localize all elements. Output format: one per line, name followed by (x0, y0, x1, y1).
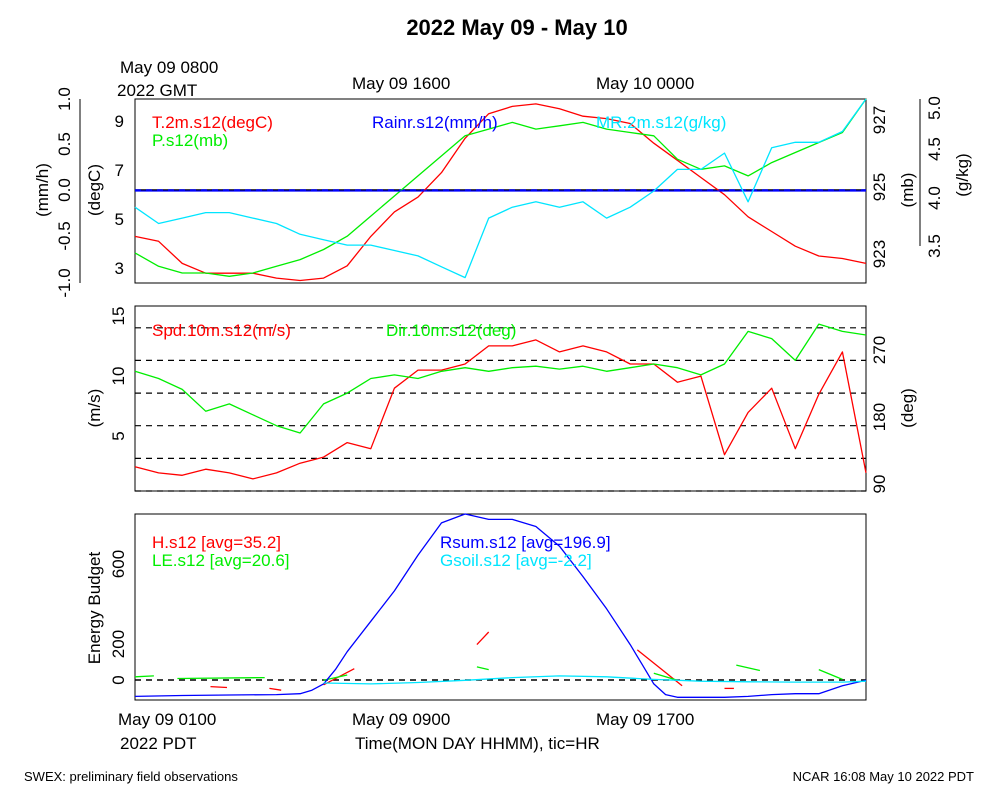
panel-1-tick-gkg-40: 4.0 (925, 186, 944, 210)
series-3-le-s12-segment-2 (177, 676, 265, 680)
panel-1-tick-mb-923: 923 (870, 240, 889, 268)
panel-3-frame (134, 513, 867, 701)
legend-soil-heat: Gsoil.s12 [avg=-2.2] (440, 551, 592, 570)
series-1-mr-2m-s12-line (134, 98, 867, 279)
panel-1-tick-gkg-35: 3.5 (925, 234, 944, 258)
panel-2-label-deg: (deg) (898, 388, 917, 428)
panel-1-series (134, 98, 867, 282)
panel-2-series (134, 323, 867, 480)
footer-right: NCAR 16:08 May 10 2022 PDT (793, 769, 974, 784)
panel-1-label-gkg: (g/kg) (953, 153, 972, 196)
panel-1-tick-mb-925: 925 (870, 173, 889, 201)
panel-1-label-degc: (degC) (85, 164, 104, 216)
panel-3-label-energy: Energy Budget (85, 551, 104, 664)
panel-1-tick-gkg-50: 5.0 (925, 96, 944, 120)
panel-3-tick-600: 600 (109, 550, 128, 578)
legend-mixing-ratio: MR.2m.s12(g/kg) (596, 113, 726, 132)
panel-2-dashed-levels (135, 327, 866, 492)
legend-pressure: P.s12(mb) (152, 131, 228, 150)
panel-2-tick-deg-180: 180 (870, 403, 889, 431)
legend-wind-direction: Dir.10m.s12(deg) (386, 321, 516, 340)
series-3-le-s12-segment-7 (818, 668, 843, 681)
series-2-spd-10m-s12-line (134, 339, 867, 480)
chart-title: 2022 May 09 - May 10 (406, 15, 627, 40)
bottom-time-line2: 2022 PDT (120, 734, 197, 753)
panel-3-tick-0: 0 (109, 675, 128, 684)
series-1-p-s12-line (134, 98, 867, 277)
panel-1-tick-mb-927: 927 (870, 106, 889, 134)
series-3-le-s12-segment-5 (653, 672, 678, 681)
series-3-h-s12-segment-1 (210, 685, 228, 689)
top-time-tick-1: May 09 1600 (352, 74, 450, 93)
panel-2-tick-ms-10: 10 (109, 367, 128, 386)
top-time-line2: 2022 GMT (117, 81, 197, 100)
panel-2-tick-ms-15: 15 (109, 307, 128, 326)
panel-3-series (134, 513, 867, 698)
footer-left: SWEX: preliminary field observations (24, 769, 238, 784)
panel-2-tick-ms-5: 5 (109, 431, 128, 440)
legend-sensible-heat: H.s12 [avg=35.2] (152, 533, 281, 552)
series-3-rsum-s12-line (134, 513, 867, 698)
panel-3-tick-200: 200 (109, 630, 128, 658)
series-3-gsoil-s12-line (323, 675, 867, 685)
series-2-dir-10m-s12-line (134, 323, 867, 434)
legend-wind-speed: Spd.10m.s12(m/s) (152, 321, 291, 340)
panel-1-tick-degc-5: 5 (115, 210, 124, 229)
bottom-time-tick-1: May 09 0900 (352, 710, 450, 729)
panel-1-tick-gkg-45: 4.5 (925, 137, 944, 161)
series-1-t-2m-s12-line (134, 103, 867, 282)
legend-temperature: T.2m.s12(degC) (152, 113, 273, 132)
panel-1-tick-mm-n05: -0.5 (55, 221, 74, 250)
panel-2-label-ms: (m/s) (85, 389, 104, 428)
legend-radiation-sum: Rsum.s12 [avg=196.9] (440, 533, 611, 552)
panel-1-tick-degc-9: 9 (115, 112, 124, 131)
panel-1-tick-degc-3: 3 (115, 259, 124, 278)
panel-2-tick-deg-90: 90 (870, 475, 889, 494)
panel-1-tick-mm-n1: -1.0 (55, 268, 74, 297)
top-time-line1: May 09 0800 (120, 58, 218, 77)
x-axis-label: Time(MON DAY HHMM), tic=HR (355, 734, 600, 753)
panel-1-label-mm: (mm/h) (33, 163, 52, 217)
series-3-le-s12-segment-6 (736, 664, 761, 672)
panel-1-tick-mm-05: 0.5 (55, 132, 74, 156)
series-3-le-s12-segment-4 (476, 666, 489, 671)
series-3-h-s12-segment-4 (476, 631, 490, 646)
top-time-tick-2: May 10 0000 (596, 74, 694, 93)
panel-1-label-mb: (mb) (898, 173, 917, 208)
series-3-h-s12-segment-2 (269, 687, 282, 691)
legend-rain-rate: Rainr.s12(mm/h) (372, 113, 498, 132)
legend-latent-heat: LE.s12 [avg=20.6] (152, 551, 290, 570)
panel-1-tick-mm-1: 1.0 (55, 87, 74, 111)
panel-2-tick-deg-270: 270 (870, 336, 889, 364)
bottom-time-tick-2: May 09 1700 (596, 710, 694, 729)
bottom-time-line1: May 09 0100 (118, 710, 216, 729)
panel-1-tick-degc-7: 7 (115, 161, 124, 180)
series-3-le-s12-segment-1 (134, 675, 154, 678)
panel-1-tick-mm-0: 0.0 (55, 178, 74, 202)
